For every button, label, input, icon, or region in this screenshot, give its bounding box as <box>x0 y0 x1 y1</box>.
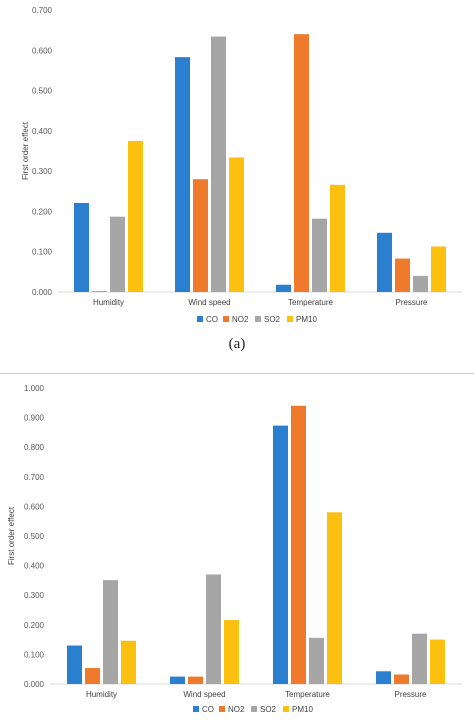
y-tick-label: 0.900 <box>24 414 45 423</box>
bar-co-humidity <box>67 645 82 684</box>
legend-label: CO <box>206 315 218 324</box>
panel-divider <box>0 373 474 374</box>
caption-a: (a) <box>228 336 246 352</box>
category-label: Temperature <box>285 690 330 699</box>
bar-co-wind-speed <box>170 676 185 684</box>
legend-b: CO NO2 SO2 PM10 <box>193 705 313 714</box>
y-tick-label: 0.600 <box>32 46 53 55</box>
bar-pm10-pressure <box>430 639 445 684</box>
bar-so2-wind-speed <box>211 36 226 293</box>
y-tick-label: 0.200 <box>24 621 45 630</box>
y-axis-title: First order effect <box>21 121 30 180</box>
category-label: Wind speed <box>188 298 230 307</box>
bar-chart-b: 0.000 0.100 0.200 0.300 0.400 0.500 0.600 0.700… <box>7 384 462 714</box>
y-axis-ticks-b: 0.000 0.100 0.200 0.300 0.400 0.500 0.600 0.700… <box>24 384 45 689</box>
y-tick-label: 0.700 <box>32 6 53 15</box>
bar-pm10-wind-speed <box>224 620 239 684</box>
legend-label: PM10 <box>292 705 313 714</box>
bar-pm10-temperature <box>327 512 342 684</box>
bar-chart-a: 0.000 0.100 0.200 0.300 0.400 0.500 0.600 0.700… <box>21 6 462 324</box>
legend-item-no2: NO2 <box>223 315 249 324</box>
legend-item-co: CO <box>193 705 214 714</box>
y-axis-title: First order effect <box>7 506 16 565</box>
y-tick-label: 0.500 <box>32 87 53 96</box>
y-tick-label: 0.400 <box>32 127 53 136</box>
bar-so2-temperature <box>309 637 324 684</box>
bar-so2-temperature <box>312 218 327 292</box>
y-tick-label: 0.300 <box>24 591 45 600</box>
bar-no2-humidity <box>92 291 107 292</box>
y-tick-label: 0.000 <box>32 288 53 297</box>
legend-item-pm10: PM10 <box>283 705 313 714</box>
legend-item-pm10: PM10 <box>287 315 317 324</box>
category-label: Humidity <box>93 298 124 307</box>
category-label: Wind speed <box>183 690 225 699</box>
y-tick-label: 0.700 <box>24 473 45 482</box>
legend-swatch <box>197 316 203 322</box>
bar-no2-pressure <box>395 258 410 292</box>
bar-pm10-humidity <box>128 140 143 292</box>
bar-no2-temperature <box>294 34 309 293</box>
bar-co-temperature <box>273 425 288 684</box>
y-tick-label: 1.000 <box>24 384 45 393</box>
legend-swatch <box>251 706 257 712</box>
bar-co-pressure <box>376 671 391 684</box>
bars-a <box>74 34 446 293</box>
legend-label: SO2 <box>260 705 277 714</box>
legend-swatch <box>193 706 199 712</box>
y-tick-label: 0.100 <box>32 248 53 257</box>
bar-no2-temperature <box>291 405 306 684</box>
category-label: Humidity <box>86 690 117 699</box>
chart-panel-b: 0.000 0.100 0.200 0.300 0.400 0.500 0.600 0.700… <box>0 380 474 724</box>
bar-co-temperature <box>276 284 291 292</box>
bar-co-wind-speed <box>175 57 190 293</box>
bars-b <box>67 405 445 684</box>
legend-label: SO2 <box>264 315 281 324</box>
legend-swatch <box>255 316 261 322</box>
legend-label: CO <box>202 705 214 714</box>
legend-a: CO NO2 SO2 PM10 <box>197 315 317 324</box>
legend-item-co: CO <box>197 315 218 324</box>
legend-swatch <box>223 316 229 322</box>
y-axis-ticks-a: 0.000 0.100 0.200 0.300 0.400 0.500 0.600 0.700 <box>32 6 53 297</box>
legend-item-so2: SO2 <box>251 705 277 714</box>
y-tick-label: 0.500 <box>24 532 45 541</box>
y-tick-label: 0.100 <box>24 650 45 659</box>
bar-so2-pressure <box>412 633 427 684</box>
category-label: Pressure <box>394 690 427 699</box>
bar-co-humidity <box>74 202 89 292</box>
bar-so2-humidity <box>110 216 125 292</box>
bar-no2-humidity <box>85 668 100 684</box>
legend-item-no2: NO2 <box>219 705 245 714</box>
bar-so2-wind-speed <box>206 574 221 684</box>
chart-panel-a: 0.000 0.100 0.200 0.300 0.400 0.500 0.600 0.700… <box>0 0 474 328</box>
y-tick-label: 0.300 <box>32 167 53 176</box>
legend-swatch <box>219 706 225 712</box>
legend-label: NO2 <box>232 315 249 324</box>
bar-pm10-temperature <box>330 184 345 292</box>
bar-pm10-wind-speed <box>229 157 244 292</box>
y-tick-label: 0.200 <box>32 207 53 216</box>
y-tick-label: 0.400 <box>24 562 45 571</box>
y-tick-label: 0.600 <box>24 502 45 511</box>
bar-so2-humidity <box>103 580 118 684</box>
legend-swatch <box>283 706 289 712</box>
bar-pm10-humidity <box>121 640 136 684</box>
y-tick-label: 0.800 <box>24 443 45 452</box>
legend-label: PM10 <box>296 315 317 324</box>
bar-no2-wind-speed <box>193 179 208 292</box>
legend-label: NO2 <box>228 705 245 714</box>
bar-pm10-pressure <box>431 246 446 292</box>
legend-item-so2: SO2 <box>255 315 281 324</box>
bar-no2-wind-speed <box>188 676 203 684</box>
category-label: Temperature <box>288 298 333 307</box>
legend-swatch <box>287 316 293 322</box>
bar-co-pressure <box>377 232 392 292</box>
y-tick-label: 0.000 <box>24 680 45 689</box>
bar-so2-pressure <box>413 275 428 292</box>
category-label: Pressure <box>395 298 428 307</box>
bar-no2-pressure <box>394 674 409 684</box>
